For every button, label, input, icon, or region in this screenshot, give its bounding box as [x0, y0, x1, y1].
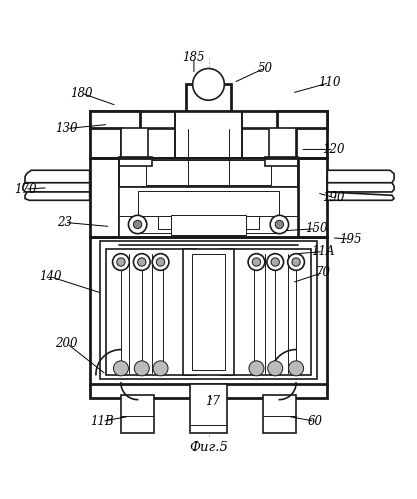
Bar [121, 395, 154, 433]
Text: 17: 17 [205, 395, 220, 408]
Bar [90, 158, 119, 237]
Text: 195: 195 [339, 233, 362, 246]
Bar [90, 237, 327, 385]
Text: 60: 60 [307, 415, 322, 428]
Circle shape [248, 253, 265, 270]
Bar [138, 191, 279, 233]
Bar [277, 111, 327, 129]
Bar [158, 216, 259, 230]
Bar [296, 128, 327, 158]
Text: 130: 130 [55, 122, 78, 135]
Text: 120: 120 [322, 143, 345, 156]
Circle shape [133, 253, 150, 270]
Polygon shape [327, 192, 394, 200]
Circle shape [152, 253, 169, 270]
Bar [119, 158, 298, 187]
Bar [106, 250, 196, 375]
Bar [175, 112, 242, 158]
Bar [90, 384, 327, 398]
Bar [190, 384, 227, 433]
Text: 170: 170 [14, 183, 36, 196]
Text: 140: 140 [39, 270, 61, 283]
Bar [183, 250, 234, 375]
Circle shape [133, 221, 142, 229]
Polygon shape [327, 183, 394, 192]
Circle shape [113, 253, 129, 270]
Bar [186, 83, 231, 112]
Circle shape [113, 361, 128, 376]
Circle shape [138, 258, 146, 266]
Bar [119, 157, 152, 166]
Circle shape [128, 215, 147, 234]
Polygon shape [23, 183, 90, 192]
Bar [121, 128, 296, 158]
Bar [90, 128, 121, 158]
Circle shape [252, 258, 261, 266]
Text: 11B: 11B [90, 415, 114, 428]
Bar [148, 129, 269, 158]
Circle shape [267, 253, 284, 270]
Text: 150: 150 [306, 222, 328, 235]
Text: 185: 185 [183, 51, 205, 64]
Bar [265, 157, 298, 166]
Polygon shape [327, 170, 394, 183]
Circle shape [270, 215, 289, 234]
Circle shape [249, 361, 264, 376]
Circle shape [134, 361, 149, 376]
Bar [298, 158, 327, 237]
Circle shape [271, 258, 279, 266]
Text: 11A: 11A [311, 245, 335, 258]
Text: 190: 190 [322, 191, 345, 204]
Bar [192, 253, 225, 370]
Text: 70: 70 [316, 266, 331, 279]
Text: 23: 23 [57, 216, 72, 229]
Circle shape [292, 258, 300, 266]
Bar [90, 111, 327, 129]
Bar [90, 111, 140, 129]
Polygon shape [25, 192, 90, 200]
Circle shape [289, 361, 304, 376]
Bar [263, 395, 296, 433]
Bar [146, 160, 271, 185]
Circle shape [153, 361, 168, 376]
Circle shape [288, 253, 304, 270]
Text: Фиг.5: Фиг.5 [189, 441, 228, 454]
Bar [221, 250, 311, 375]
Circle shape [117, 258, 125, 266]
Text: 180: 180 [70, 87, 93, 100]
Circle shape [156, 258, 165, 266]
Bar [119, 187, 298, 237]
Text: 110: 110 [318, 76, 341, 89]
Bar [171, 215, 246, 235]
Bar [100, 241, 317, 379]
Polygon shape [25, 170, 90, 183]
Circle shape [268, 361, 283, 376]
Text: 200: 200 [55, 337, 78, 350]
Circle shape [193, 68, 224, 100]
Text: 50: 50 [257, 61, 272, 75]
Circle shape [275, 221, 284, 229]
